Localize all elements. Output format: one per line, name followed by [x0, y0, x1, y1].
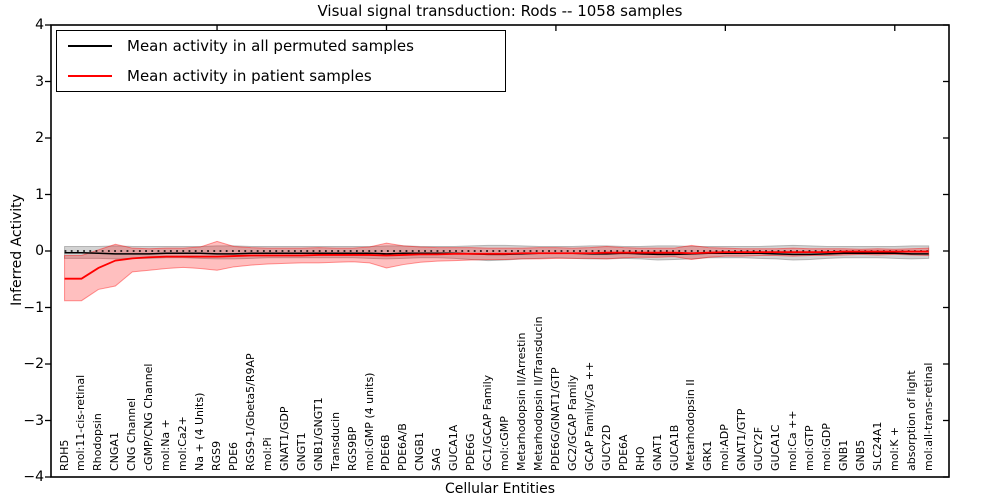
x-tick-label: GUCY2F	[752, 426, 766, 471]
x-tick-label: CNGA1	[108, 432, 122, 471]
x-tick-label: CNG Channel	[125, 397, 139, 471]
x-tick-label: RGS9	[210, 440, 224, 471]
x-tick-label: PDE6G/GNAT1/GTP	[548, 367, 562, 471]
legend-item-permuted: Mean activity in all permuted samples	[57, 32, 505, 61]
x-tick-label: mol:GDP	[820, 423, 833, 471]
x-tick-label: PDE6A	[616, 434, 630, 471]
y-tick-label: −3	[23, 412, 44, 429]
x-tick-label: GUCA1C	[769, 424, 783, 471]
y-tick-label: 2	[35, 130, 44, 146]
x-tick-label: GRK1	[701, 440, 715, 471]
x-tick-label: PDE6A/B	[396, 423, 410, 471]
x-tick-label: GCAP Family/Ca ++	[582, 361, 596, 471]
x-tick-label: mol:11-cis-retinal	[74, 374, 88, 471]
x-tick-label: PDE6B	[379, 434, 393, 471]
x-tick-label: RDH5	[57, 439, 71, 471]
x-tick-label: mol:K +	[887, 426, 901, 471]
x-axis-label: Cellular Entities	[444, 481, 556, 497]
x-tick-label: mol:Na +	[159, 419, 173, 471]
x-tick-label: mol:GMP (4 units)	[362, 372, 376, 471]
x-tick-label: mol:all-trans-retinal	[921, 362, 935, 471]
patient-line-swatch	[68, 74, 112, 77]
x-tick-label: Na + (4 Units)	[193, 392, 207, 471]
x-tick-label: RHO	[633, 446, 647, 471]
x-tick-label: PDE6	[226, 441, 240, 471]
x-tick-label: Metarhodopsin II/Transducin	[531, 316, 545, 471]
y-tick-label: 3	[35, 73, 44, 90]
legend-label: Mean activity in patient samples	[127, 66, 372, 85]
x-tick-label: Transducin	[328, 411, 342, 471]
x-tick-label: mol:Ca2+	[176, 416, 190, 471]
legend: Mean activity in all permuted samples Me…	[56, 30, 506, 92]
x-tick-label: mol:Pi	[260, 437, 274, 471]
x-tick-label: mol:cGMP	[498, 416, 512, 471]
x-tick-label: mol:ADP	[718, 424, 732, 471]
x-tick-label: PDE6G	[464, 433, 478, 471]
x-tick-label: GNB1	[836, 439, 850, 471]
x-tick-label: GNAT1/GTP	[735, 408, 749, 471]
x-tick-label: SLC24A1	[870, 421, 884, 471]
patient-mean-line	[64, 250, 929, 280]
y-tick-label: −4	[23, 469, 44, 485]
x-tick-label: Metarhodopsin II	[684, 379, 698, 471]
x-tick-label: GNGT1	[294, 432, 308, 471]
x-tick-label: GNB5	[853, 439, 867, 471]
x-tick-label: GC1/GCAP Family	[481, 374, 495, 471]
x-tick-label: Metarhodopsin II/Arrestin	[515, 332, 529, 471]
x-tick-label: RGS9BP	[345, 426, 359, 471]
x-tick-label: absorption of light	[904, 370, 918, 471]
patient-samples-range-band	[64, 240, 930, 302]
legend-item-patient: Mean activity in patient samples	[57, 61, 505, 90]
x-tick-label: GNB1/GNGT1	[311, 397, 325, 471]
x-tick-label: mol:Ca ++	[786, 410, 800, 471]
x-tick-label: GC2/GCAP Family	[565, 374, 579, 471]
chart-title: Visual signal transduction: Rods -- 1058…	[317, 2, 683, 20]
x-tick-label: GNAT1	[650, 433, 664, 471]
x-tick-label: mol:GTP	[803, 425, 817, 471]
x-tick-label: Rhodopsin	[91, 413, 105, 471]
x-tick-label: GUCA1A	[447, 424, 461, 471]
x-tick-label: GUCA1B	[667, 424, 681, 471]
y-tick-label: −1	[23, 299, 44, 316]
x-tick-label: CNGB1	[413, 432, 427, 471]
x-tick-label: GUCY2D	[599, 424, 613, 471]
x-tick-label: RGS9-1/Gbeta5/R9AP	[243, 353, 257, 471]
y-tick-label: 4	[35, 17, 44, 33]
y-tick-label: −2	[23, 356, 44, 372]
x-tick-label: SAG	[430, 447, 444, 471]
x-tick-label: GNAT1/GDP	[277, 406, 291, 471]
y-tick-label: 0	[35, 243, 44, 259]
legend-label: Mean activity in all permuted samples	[127, 37, 414, 56]
y-tick-label: 1	[35, 186, 44, 203]
x-tick-label: cGMP/CNG Channel	[142, 363, 156, 472]
permuted-line-swatch	[68, 45, 112, 48]
